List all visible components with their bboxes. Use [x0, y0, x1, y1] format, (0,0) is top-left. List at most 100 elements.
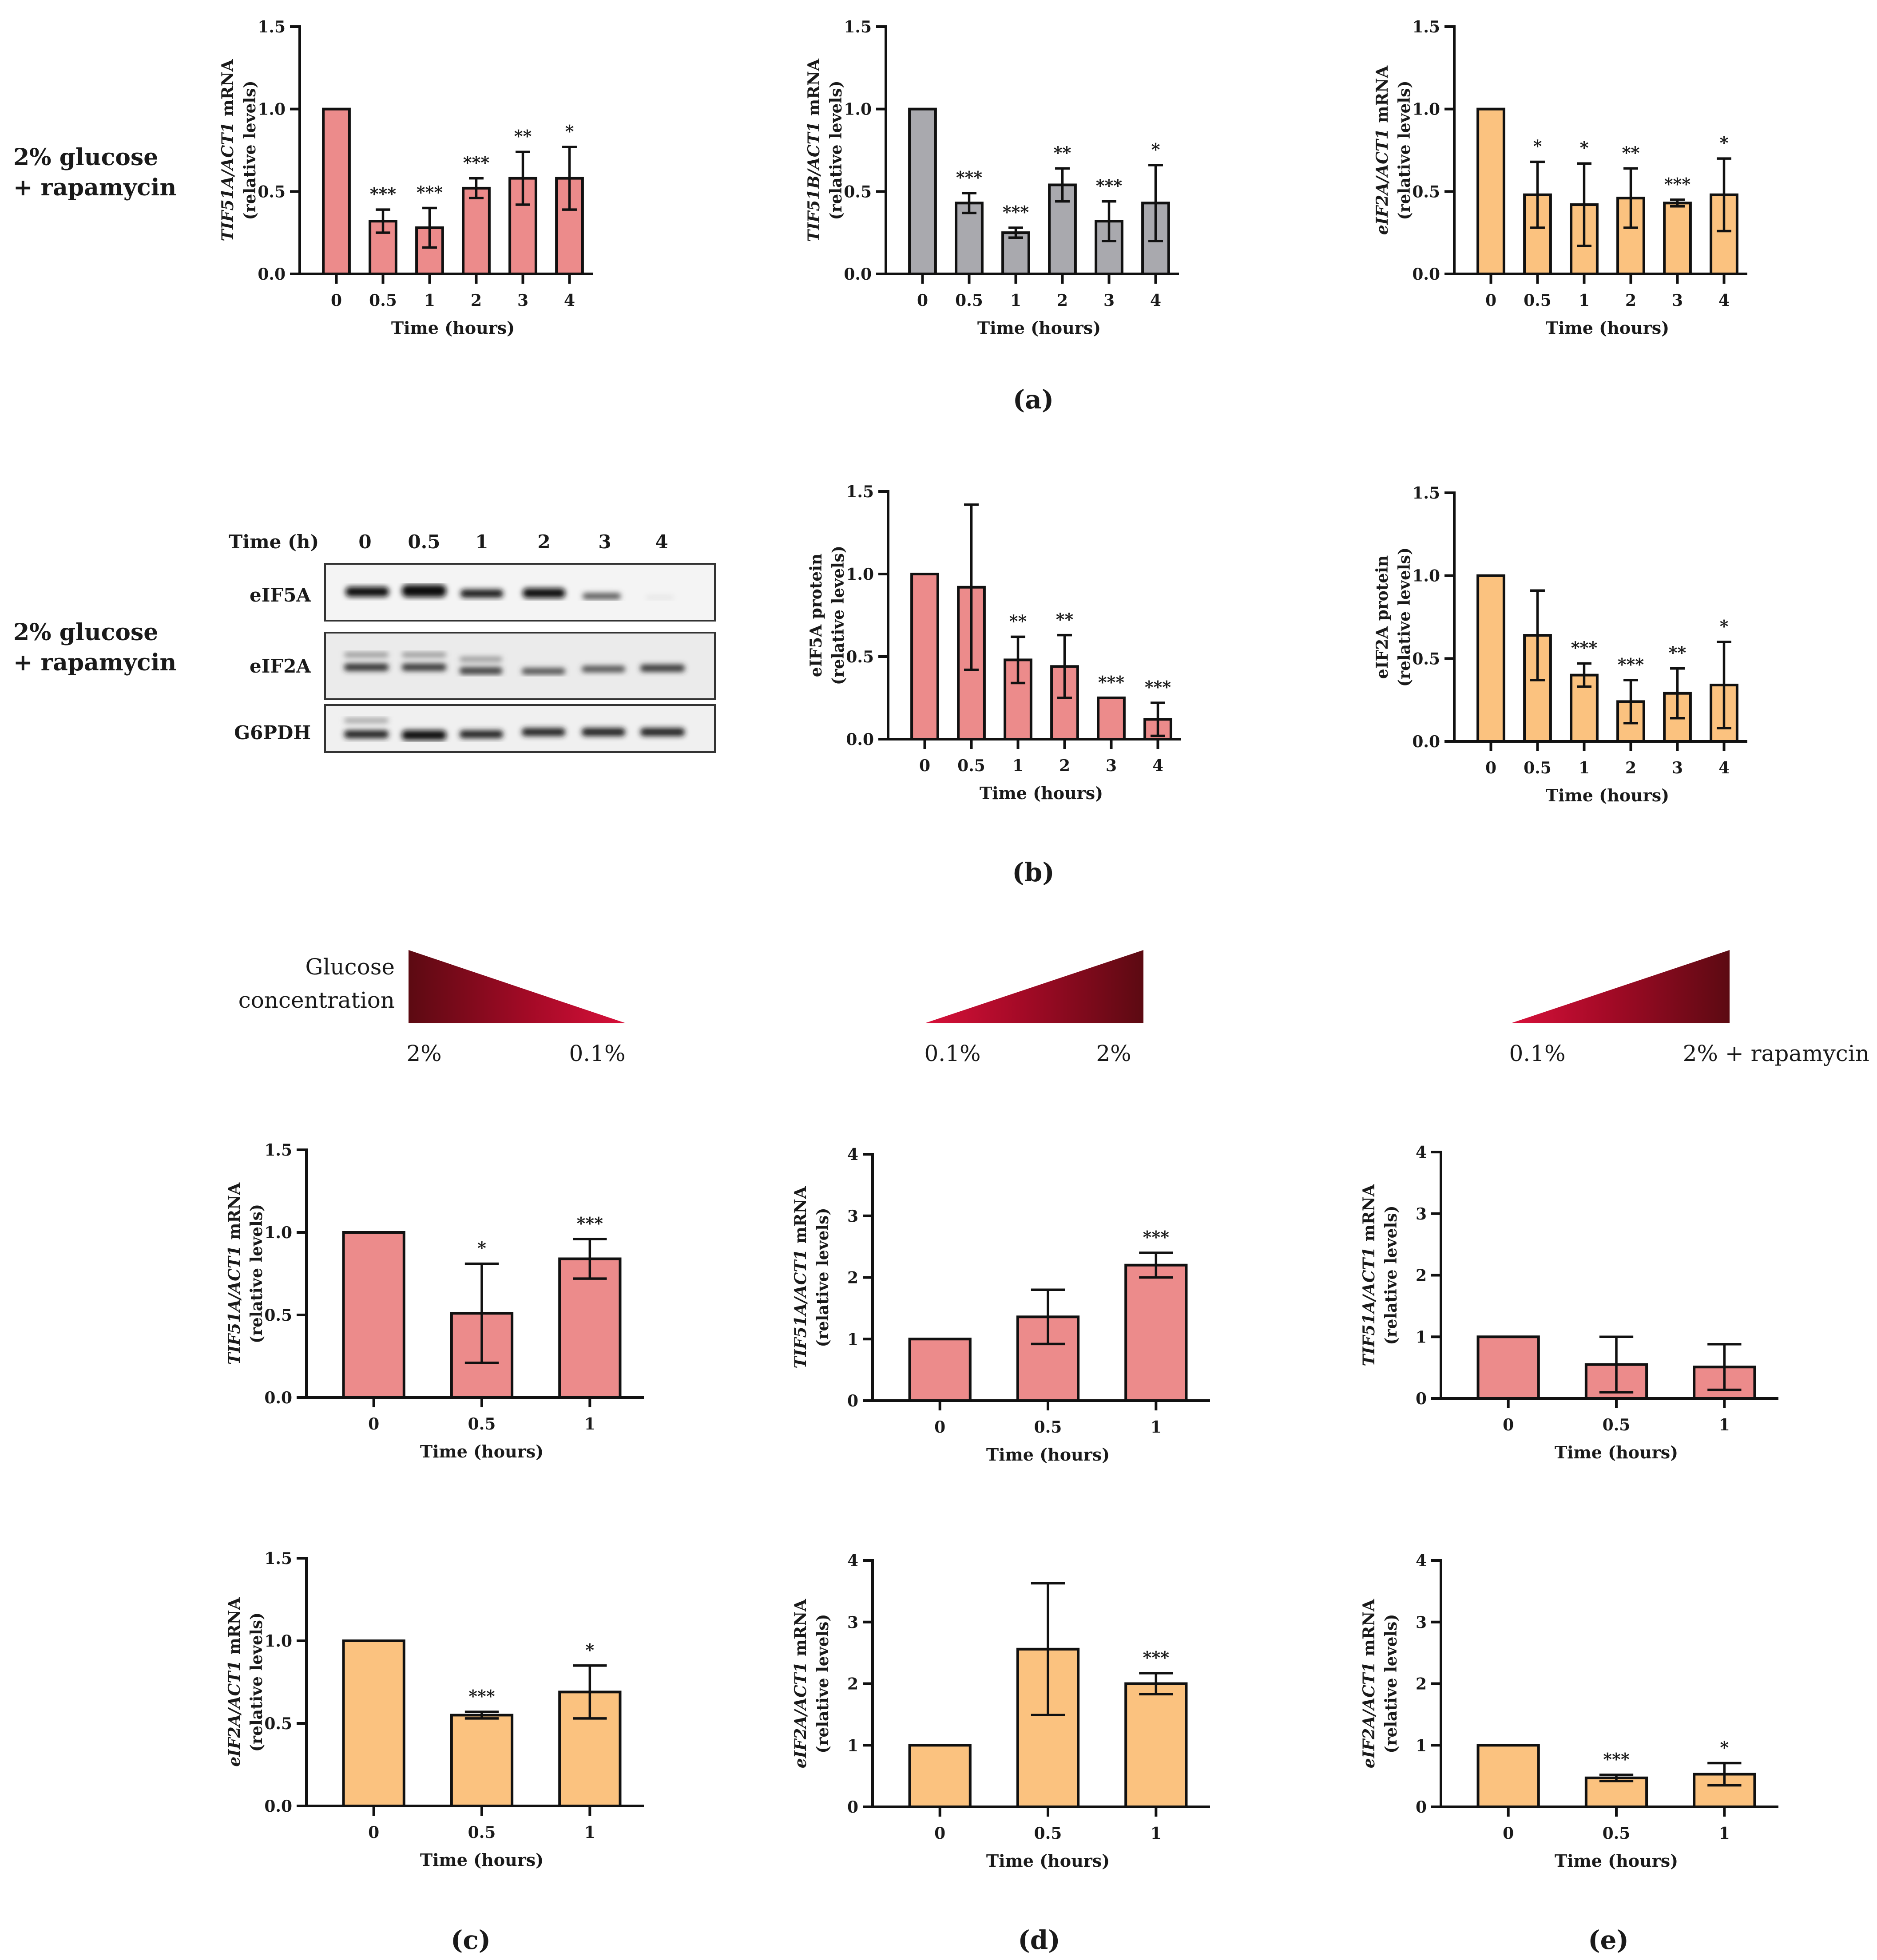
x-axis-label: Time (hours)	[977, 318, 1101, 338]
y-axis-label-units: (relative levels)	[1395, 81, 1414, 220]
y-tick-label: 3	[1416, 1205, 1427, 1224]
gradient-title-line2: concentration	[238, 987, 395, 1013]
x-tick-label: 2	[1625, 291, 1636, 310]
bar	[1476, 1744, 1540, 1808]
bar	[1001, 231, 1030, 276]
x-axis-label: Time (hours)	[391, 318, 515, 338]
blot-time-label: 4	[655, 531, 668, 553]
x-tick-label: 4	[1718, 759, 1730, 777]
y-tick-label: 0.0	[264, 1797, 292, 1816]
y-tick-label: 0.5	[264, 1715, 292, 1733]
gradient-title-line1: Glucose	[306, 954, 395, 980]
x-tick-label: 4	[1150, 291, 1161, 310]
x-axis-label: Time (hours)	[420, 1441, 544, 1461]
y-tick-label: 0.0	[844, 265, 872, 284]
gradient-left-label: 2%	[406, 1041, 441, 1066]
y-axis-label-units: (relative levels)	[829, 546, 848, 685]
bar	[955, 202, 984, 275]
x-axis-label: Time (hours)	[1555, 1442, 1678, 1462]
x-tick-label: 0	[919, 756, 930, 775]
y-axis-label: TIF51A/ACT1 mRNA	[218, 59, 237, 241]
significance-label: ***	[468, 1686, 495, 1706]
x-tick-label: 4	[1718, 291, 1730, 310]
blot-time-label: 0	[358, 531, 371, 553]
chart-d-tif51a-mrna: 0 1 2 3 4 0 0.5 1 *** Time (hours) TIF51A/ACT1 mRN…	[791, 1145, 1210, 1465]
x-tick-label: 1	[1579, 291, 1590, 310]
bar	[1476, 574, 1505, 743]
y-tick-label: 1	[1416, 1736, 1427, 1755]
significance-label: *	[1720, 1737, 1729, 1757]
x-tick-label: 2	[1625, 759, 1636, 777]
x-tick-label: 1	[1151, 1824, 1162, 1843]
y-tick-label: 0.5	[1412, 649, 1440, 668]
y-tick-label: 1.5	[846, 483, 874, 501]
significance-label: ***	[956, 167, 983, 187]
y-tick-label: 3	[847, 1207, 858, 1226]
significance-label: *	[1720, 133, 1729, 153]
gradient-triangle-increasing	[1511, 950, 1730, 1023]
significance-label: ***	[577, 1213, 603, 1233]
x-tick-label: 0.5	[1034, 1418, 1062, 1437]
y-axis-label-units: (relative levels)	[1382, 1614, 1401, 1754]
glucose-gradient-e: 0.1% 2% + rapamycin	[1509, 950, 1869, 1066]
bar	[908, 1744, 972, 1808]
y-tick-label: 0.5	[844, 182, 872, 201]
x-tick-label: 0	[1485, 291, 1496, 310]
y-tick-label: 0.0	[258, 265, 286, 284]
gradient-right-label: 2%	[1096, 1041, 1131, 1066]
y-axis-label: eIF2A/ACT1 mRNA	[1360, 1599, 1378, 1768]
x-tick-label: 0	[934, 1418, 945, 1437]
y-axis-label-units: (relative levels)	[827, 81, 845, 220]
x-tick-label: 0	[368, 1415, 379, 1433]
y-tick-label: 1.5	[264, 1141, 292, 1160]
blot-time-header: Time (h)	[229, 531, 319, 553]
y-tick-label: 3	[1416, 1613, 1427, 1632]
y-tick-label: 2	[847, 1269, 858, 1287]
significance-label: ***	[1145, 677, 1171, 697]
x-tick-label: 3	[517, 291, 528, 310]
x-tick-label: 0	[917, 291, 928, 310]
significance-label: ***	[417, 182, 443, 202]
significance-label: **	[1009, 611, 1027, 631]
y-tick-label: 0.0	[846, 730, 874, 749]
x-axis-label: Time (hours)	[980, 783, 1103, 803]
y-axis-label: TIF51A/ACT1 mRNA	[791, 1186, 810, 1368]
significance-label: ***	[1571, 638, 1598, 658]
blot-time-label: 2	[537, 531, 550, 553]
y-axis-label-units: (relative levels)	[1395, 547, 1414, 687]
significance-label: *	[565, 121, 574, 141]
x-tick-label: 3	[1672, 759, 1683, 777]
blot-membrane-eif5a	[324, 563, 716, 622]
y-tick-label: 0.0	[1412, 733, 1440, 751]
x-axis-label: Time (hours)	[1546, 785, 1669, 805]
bar	[450, 1714, 514, 1807]
y-tick-label: 4	[1416, 1552, 1427, 1570]
y-tick-label: 1.0	[264, 1632, 292, 1651]
x-tick-label: 1	[1579, 759, 1590, 777]
x-tick-label: 4	[564, 291, 575, 310]
panel-label-d: (d)	[1018, 1925, 1060, 1955]
y-tick-label: 0	[1416, 1390, 1427, 1408]
x-tick-label: 0.5	[468, 1415, 496, 1433]
row-label-mrna: 2% glucose + rapamycin	[13, 144, 176, 201]
x-tick-label: 0.5	[1524, 759, 1552, 777]
y-tick-label: 2	[847, 1675, 858, 1694]
y-tick-label: 0.5	[846, 648, 874, 666]
y-tick-label: 0.5	[1412, 182, 1440, 201]
x-axis-label: Time (hours)	[986, 1445, 1110, 1465]
western-blot: Time (h) 0 0.5 1 2 3 4 eIF5A eIF2A G6PDH	[229, 531, 716, 753]
chart-a-tif51b-mrna: 0.0 0.5 1.0 1.5 0 0.5 *** 1 *** 2 ** 3 *** 4 * Time (ho…	[805, 18, 1179, 338]
y-tick-label: 4	[1416, 1143, 1427, 1162]
chart-e-eif2a-mrna: 0 1 2 3 4 0 0.5 *** 1 * Time (hours) eIF2A/ACT1 mRN…	[1360, 1552, 1778, 1871]
gradient-triangle-increasing	[925, 950, 1143, 1023]
significance-label: ***	[1143, 1227, 1170, 1247]
condition-line2: + rapamycin	[13, 174, 176, 201]
y-tick-label: 1.0	[264, 1224, 292, 1242]
bar	[1476, 1335, 1540, 1400]
panel-label-c: (c)	[451, 1925, 491, 1955]
bar	[1124, 1682, 1188, 1808]
bar	[908, 1338, 972, 1402]
chart-b-eif5a-protein: 0.0 0.5 1.0 1.5 0 0.5 1 ** 2 ** 3 *** 4 *** Time (hour…	[807, 483, 1181, 803]
x-tick-label: 0.5	[468, 1823, 496, 1842]
